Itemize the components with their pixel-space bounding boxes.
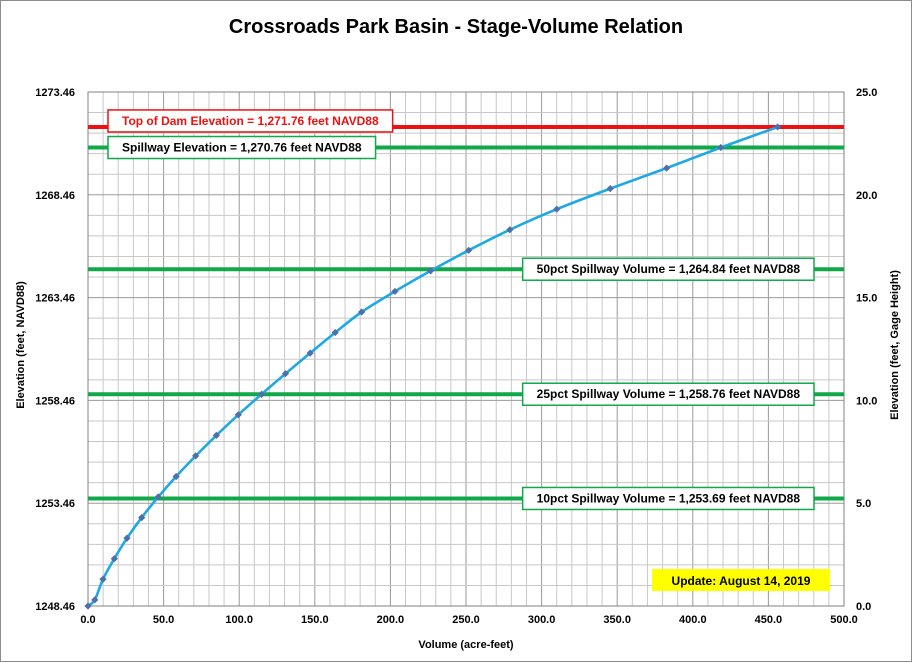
update-text: Update: August 14, 2019: [672, 574, 811, 588]
x-tick-label: 250.0: [452, 614, 480, 626]
data-point: [172, 472, 180, 481]
x-tick-label: 450.0: [755, 614, 783, 626]
data-point: [663, 164, 671, 172]
data-point: [506, 226, 514, 234]
y-tick-label: 1273.46: [35, 87, 75, 99]
reference-label-text: Spillway Elevation = 1,270.76 feet NAVD8…: [122, 141, 362, 155]
plot-border: [87, 91, 845, 607]
y2-axis-ticks: 0.0 5.0 10.0 15.0 20.0 25.0: [856, 87, 877, 613]
y2-tick-label: 5.0: [856, 498, 871, 510]
reference-label: Spillway Elevation = 1,270.76 feet NAVD8…: [107, 135, 377, 160]
reference-label-box: [107, 109, 394, 133]
data-point: [154, 493, 162, 501]
x-tick-label: 350.0: [603, 614, 631, 626]
data-point: [212, 431, 220, 439]
data-point: [331, 328, 339, 337]
reference-label: 25pct Spillway Volume = 1,258.76 feet NA…: [521, 382, 815, 406]
reference-label: 50pct Spillway Volume = 1,264.84 feet NA…: [521, 257, 815, 281]
data-point: [99, 575, 107, 583]
update-annotation: Update: August 14, 2019: [652, 569, 830, 591]
data-point: [391, 287, 399, 296]
series-layer: [84, 123, 782, 610]
grid: [87, 91, 845, 607]
x-tick-label: 300.0: [528, 614, 556, 626]
y-tick-label: 1248.46: [35, 601, 75, 613]
data-point: [358, 308, 366, 316]
data-point: [465, 246, 473, 254]
x-tick-label: 0.0: [80, 614, 95, 626]
data-point: [606, 185, 614, 193]
x-axis-title: Volume (acre-feet): [418, 639, 513, 651]
data-point: [427, 267, 435, 275]
data-point: [553, 205, 561, 213]
y-axis-ticks: 1248.46 1253.46 1258.46 1263.46 1268.46 1273.…: [35, 87, 75, 613]
data-point: [138, 513, 146, 522]
data-point: [281, 370, 290, 378]
data-point: [192, 452, 200, 460]
y-tick-label: 1263.46: [35, 293, 75, 305]
y2-tick-label: 25.0: [856, 87, 877, 99]
x-tick-label: 500.0: [830, 614, 858, 626]
reference-labels: Top of Dam Elevation = 1,271.76 feet NAV…: [107, 109, 815, 511]
x-tick-label: 200.0: [377, 614, 405, 626]
reference-label-text: 10pct Spillway Volume = 1,253.69 feet NA…: [537, 491, 801, 505]
reference-label-text: Top of Dam Elevation = 1,271.76 feet NAV…: [122, 114, 379, 128]
data-point: [84, 602, 92, 610]
data-point: [306, 349, 314, 357]
data-point: [234, 411, 242, 419]
y2-tick-label: 10.0: [856, 395, 877, 407]
reference-label: 10pct Spillway Volume = 1,253.69 feet NA…: [521, 486, 815, 511]
y2-axis-title: Elevation (feet, Gage Height): [889, 270, 901, 420]
reference-label-box: [521, 257, 815, 281]
data-point: [123, 534, 131, 542]
data-point: [717, 143, 725, 152]
reference-label-box: [521, 486, 815, 511]
data-point: [91, 596, 99, 604]
update-badge: [652, 569, 830, 591]
x-tick-label: 100.0: [225, 614, 253, 626]
x-tick-label: 50.0: [153, 614, 174, 626]
data-point: [774, 123, 782, 131]
y-tick-label: 1268.46: [35, 190, 75, 202]
y2-tick-label: 20.0: [856, 190, 877, 202]
y2-tick-label: 0.0: [856, 601, 871, 613]
y-tick-label: 1258.46: [35, 395, 75, 407]
y-axis-title: Elevation (feet, NAVD88): [15, 281, 27, 409]
chart-title: Crossroads Park Basin - Stage-Volume Rel…: [229, 16, 683, 38]
x-tick-label: 400.0: [679, 614, 707, 626]
reference-label-text: 25pct Spillway Volume = 1,258.76 feet NA…: [537, 387, 801, 401]
reference-label-box: [107, 135, 377, 160]
x-axis-ticks: 0.0 50.0 100.0 150.0 200.0 250.0 300.0 350.0 400…: [80, 614, 857, 626]
y-tick-label: 1253.46: [35, 498, 75, 510]
reference-label-box: [521, 382, 815, 406]
reference-label: Top of Dam Elevation = 1,271.76 feet NAV…: [107, 109, 394, 133]
reference-label-text: 50pct Spillway Volume = 1,264.84 feet NA…: [537, 262, 801, 276]
data-point: [257, 390, 266, 398]
y2-tick-label: 15.0: [856, 293, 877, 305]
data-point: [110, 555, 118, 563]
x-tick-label: 150.0: [301, 614, 329, 626]
